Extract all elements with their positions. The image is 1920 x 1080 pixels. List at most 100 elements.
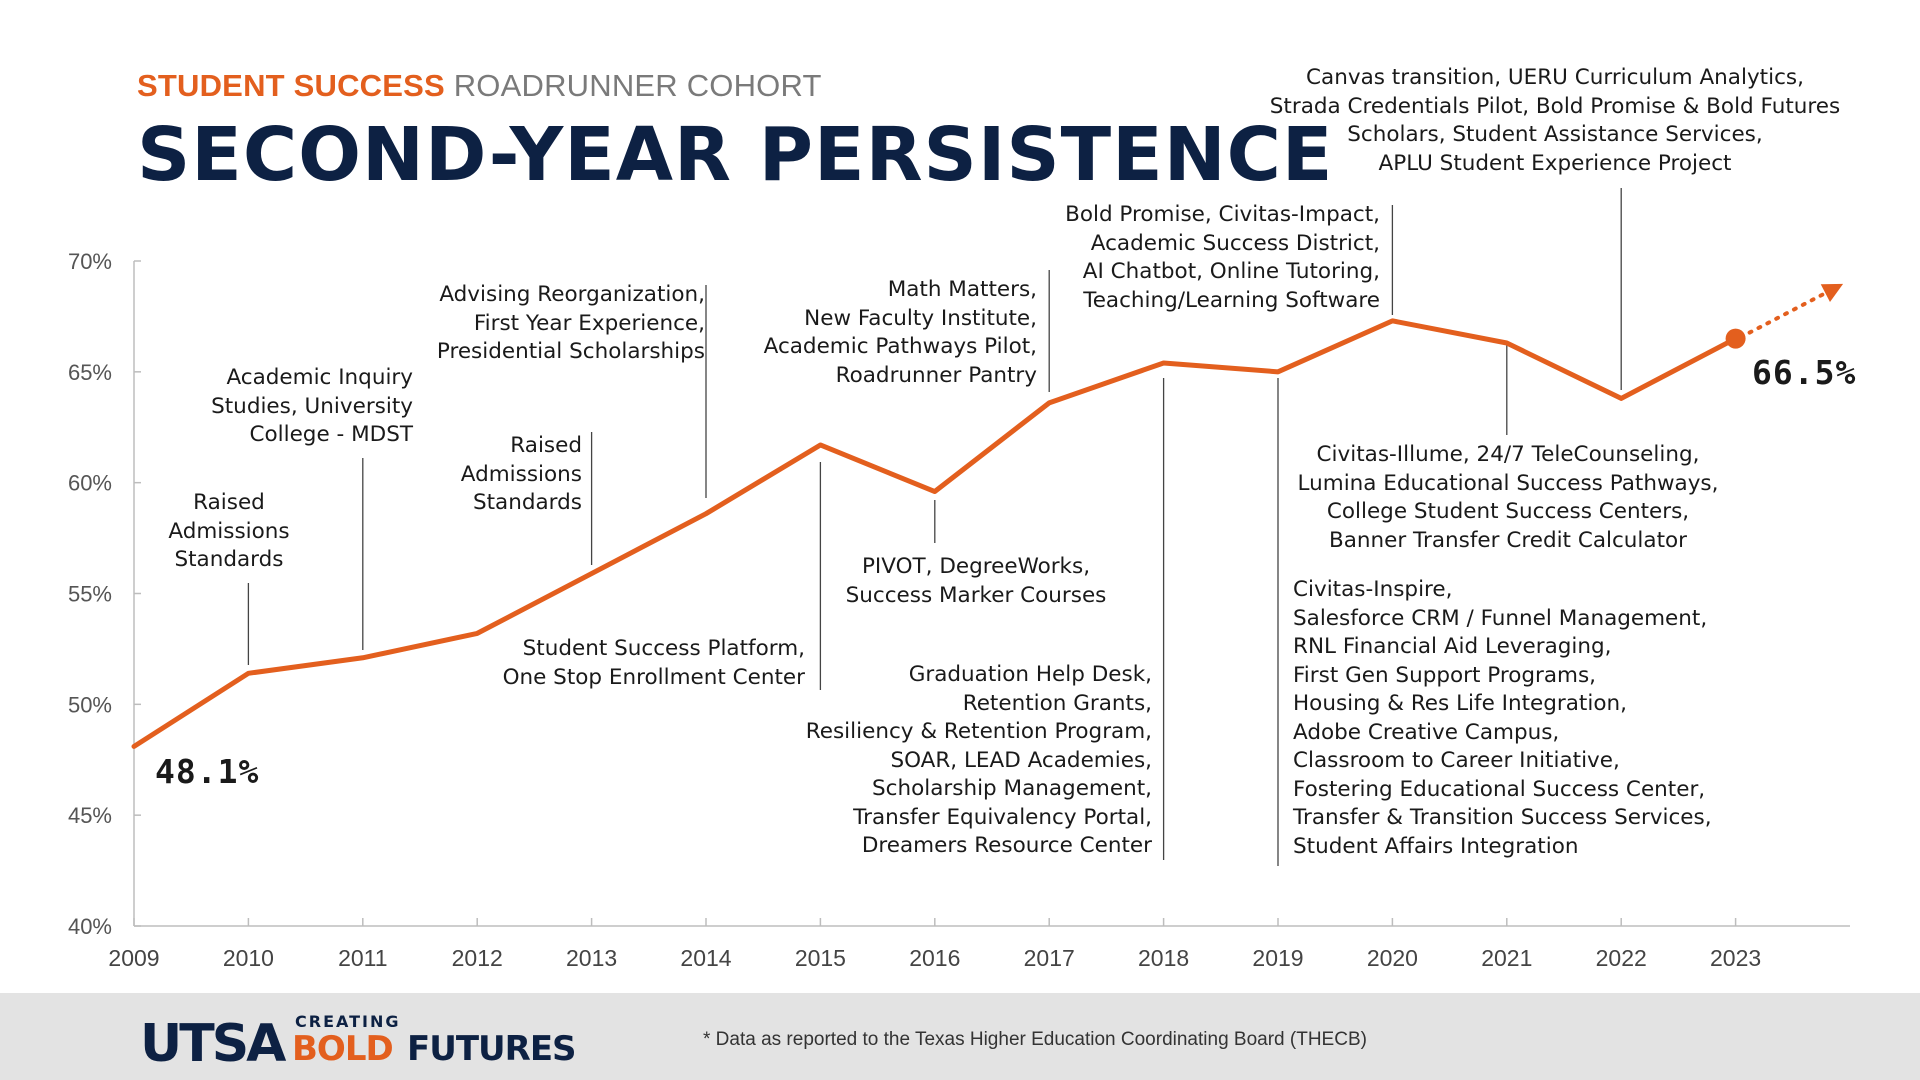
x-tick-label: 2022 [1596, 945, 1647, 971]
annotation-line: Advising Reorganization, [439, 282, 705, 307]
annotation-2022: Canvas transition, UERU Curriculum Analy… [1240, 64, 1870, 178]
annotation-line: SOAR, LEAD Academies, [890, 747, 1152, 773]
x-tick-label: 2018 [1138, 945, 1189, 971]
annotation-line: Math Matters, [887, 277, 1037, 302]
annotation-line: RNL Financial Aid Leveraging, [1293, 634, 1612, 659]
x-tick-label: 2013 [566, 945, 617, 971]
annotation-line: Scholarship Management, [872, 776, 1152, 801]
footer-bar [0, 993, 1920, 1080]
annotation-line: Fostering Educational Success Center, [1293, 776, 1706, 802]
annotation-line: Banner Transfer Credit Calculator [1328, 527, 1688, 553]
annotation-line: College - MDST [249, 422, 413, 447]
x-tick-label: 2017 [1024, 945, 1075, 971]
logo-futures-text: FUTURES [407, 1029, 577, 1069]
y-tick-label: 45% [68, 803, 112, 828]
annotation-2020: Bold Promise, Civitas-Impact, Academic Su… [1050, 201, 1380, 315]
annotation-line: Student Success Platform, [522, 636, 805, 661]
annotation-2017: Math Matters, New Faculty Institute, Acade… [730, 276, 1037, 390]
x-tick-label: 2011 [338, 945, 387, 971]
annotation-line: Success Marker Courses [845, 582, 1107, 608]
annotation-2015: Student Success Platform, One Stop Enroll… [480, 635, 805, 692]
annotation-line: Dreamers Resource Center [861, 833, 1152, 858]
annotation-2016: PIVOT, DegreeWorks, Success Marker Course… [835, 553, 1117, 610]
logo-creating-text: CREATING [295, 1012, 401, 1031]
logo-utsa-text: UTSA [140, 1014, 286, 1074]
annotation-line: Salesforce CRM / Funnel Management, [1293, 605, 1708, 631]
annotation-2011: Academic Inquiry Studies, University Colle… [200, 364, 413, 450]
annotation-line: Strada Credentials Pilot, Bold Promise &… [1269, 93, 1841, 119]
annotation-line: PIVOT, DegreeWorks, [861, 554, 1091, 579]
projection-dotted-line [1747, 285, 1838, 335]
annotation-line: Teaching/Learning Software [1083, 287, 1380, 313]
kicker-accent: STUDENT SUCCESS [137, 68, 445, 103]
annotation-line: Student Affairs Integration [1293, 833, 1579, 859]
persistence-line-chart: 40% 45% 50% 55% 60% 65% 70% 2009 2010 2011 2012 201… [68, 188, 1850, 971]
x-tick-label: 2015 [795, 945, 846, 971]
x-tick-label: 2021 [1481, 945, 1532, 971]
annotation-line: Adobe Creative Campus, [1293, 719, 1560, 745]
x-tick-label: 2016 [909, 945, 960, 971]
annotation-line: College Student Success Centers, [1326, 499, 1690, 524]
annotation-line: Civitas-Illume, 24/7 TeleCounseling, [1316, 442, 1700, 467]
kicker-rest: ROADRUNNER COHORT [453, 68, 822, 103]
annotation-line: Lumina Educational Success Pathways, [1297, 470, 1719, 496]
annotation-leader-lines [247, 188, 1622, 866]
annotation-line: First Gen Support Programs, [1293, 662, 1597, 688]
annotation-line: Raised [193, 490, 265, 515]
annotation-line: Academic Inquiry [226, 365, 413, 390]
x-tick-label: 2010 [223, 945, 274, 971]
annotation-line: Bold Promise, Civitas-Impact, [1065, 202, 1380, 227]
start-value-label: 48.1% [155, 752, 260, 791]
annotation-line: AI Chatbot, Online Tutoring, [1082, 259, 1380, 284]
annotation-line: Canvas transition, UERU Curriculum Analy… [1306, 65, 1804, 90]
annotation-line: Standards [472, 490, 582, 515]
x-tick-label: 2019 [1252, 945, 1303, 971]
y-tick-label: 50% [68, 692, 112, 717]
annotation-line: Transfer & Transition Success Services, [1293, 805, 1712, 830]
annotation-2018: Graduation Help Desk, Retention Grants, Re… [780, 661, 1152, 861]
annotation-2019: Civitas-Inspire, Salesforce CRM / Funnel … [1293, 576, 1733, 861]
y-tick-label: 60% [68, 471, 112, 496]
annotation-line: Scholars, Student Assistance Services, [1347, 122, 1763, 147]
annotation-line: Retention Grants, [962, 690, 1152, 716]
chart-axes: 40% 45% 50% 55% 60% 65% 70% 2009 2010 2011 2012 201… [68, 249, 1850, 971]
annotation-line: One Stop Enrollment Center [502, 664, 805, 690]
projection-arrowhead [1820, 283, 1844, 303]
x-tick-label: 2020 [1367, 945, 1418, 971]
annotation-line: Academic Pathways Pilot, [763, 334, 1037, 359]
y-tick-label: 65% [68, 360, 112, 385]
x-tick-label: 2023 [1710, 945, 1761, 971]
annotation-line: Housing & Res Life Integration, [1293, 691, 1627, 716]
annotation-line: APLU Student Experience Project [1378, 150, 1732, 176]
y-tick-label: 40% [68, 914, 112, 939]
annotation-line: New Faculty Institute, [804, 305, 1037, 331]
annotation-line: Transfer Equivalency Portal, [853, 804, 1152, 830]
annotation-line: Resiliency & Retention Program, [805, 719, 1152, 744]
annotation-line: First Year Experience, [473, 310, 705, 336]
chart-title: SECOND-YEAR PERSISTENCE [137, 112, 1334, 198]
annotation-line: Studies, University [211, 393, 413, 419]
logo-bold-text: BOLD [292, 1029, 394, 1069]
chart-kicker: STUDENT SUCCESS ROADRUNNER COHORT [137, 68, 822, 104]
y-tick-label: 70% [68, 249, 112, 274]
final-data-point [1725, 328, 1746, 349]
annotation-2014: Advising Reorganization, First Year Exper… [420, 281, 705, 367]
annotation-line: Roadrunner Pantry [835, 362, 1037, 388]
end-value-label: 66.5% [1752, 353, 1857, 392]
x-tick-label: 2014 [680, 945, 731, 971]
x-tick-label: 2009 [108, 945, 159, 971]
annotation-line: Classroom to Career Initiative, [1293, 748, 1620, 773]
annotation-line: Civitas-Inspire, [1293, 577, 1453, 602]
annotation-2021: Civitas-Illume, 24/7 TeleCounseling, Lumi… [1280, 441, 1736, 555]
annotation-line: Presidential Scholarships [436, 339, 705, 364]
annotation-2010: Raised Admissions Standards [166, 489, 292, 575]
annotation-line: Raised [510, 433, 582, 458]
y-tick-label: 55% [68, 582, 112, 607]
footnote: * Data as reported to the Texas Higher E… [703, 1029, 1367, 1050]
x-tick-label: 2012 [452, 945, 503, 971]
annotation-line: Admissions [168, 518, 290, 544]
annotation-line: Academic Success District, [1090, 230, 1380, 256]
persistence-series-line [131, 318, 1739, 749]
annotation-2013: Raised Admissions Standards [430, 432, 582, 518]
annotation-line: Admissions [460, 461, 582, 487]
